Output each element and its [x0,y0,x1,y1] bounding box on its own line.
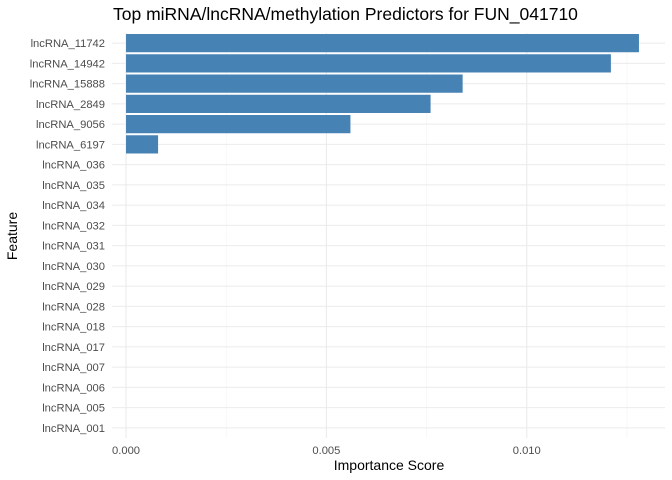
y-axis-title: Feature [4,212,20,260]
y-tick-label: lncRNA_036 [42,160,105,172]
y-tick-label: lncRNA_018 [42,322,105,334]
bar [126,74,463,93]
y-tick-label: lncRNA_028 [42,301,105,313]
y-tick-label: lncRNA_034 [42,200,105,212]
y-tick-label: lncRNA_6197 [36,139,105,151]
y-tick-label: lncRNA_9056 [36,119,105,131]
y-tick-label: lncRNA_032 [42,220,105,232]
y-tick-label: lncRNA_007 [42,362,105,374]
bars [126,34,639,154]
y-tick-label: lncRNA_030 [42,261,105,273]
y-tick-label: lncRNA_031 [42,241,105,253]
bar [126,135,159,154]
y-tick-label: lncRNA_017 [42,342,105,354]
grid [112,33,665,438]
x-tick-label: 0.000 [112,445,140,457]
y-tick-label: lncRNA_2849 [36,99,105,111]
y-tick-labels: lncRNA_11742 lncRNA_14942 lncRNA_15888 lncR… [30,38,105,435]
x-axis-title: Importance Score [334,457,445,473]
y-tick-label: lncRNA_11742 [31,38,105,50]
y-tick-label: lncRNA_029 [42,281,105,293]
bar [126,115,351,134]
y-tick-label: lncRNA_005 [42,403,105,415]
y-tick-label: lncRNA_14942 [30,58,105,70]
y-tick-label: lncRNA_15888 [30,79,105,91]
bar [126,54,611,73]
bar [126,34,639,53]
y-tick-label: lncRNA_006 [42,382,105,394]
bar [126,94,431,113]
x-tick-labels: 0.000 0.005 0.010 [112,445,541,457]
y-tick-label: lncRNA_001 [42,423,105,435]
x-tick-label: 0.005 [312,445,340,457]
y-tick-label: lncRNA_035 [42,180,105,192]
x-tick-label: 0.010 [513,445,541,457]
chart-title: Top miRNA/lncRNA/methylation Predictors … [113,4,578,25]
